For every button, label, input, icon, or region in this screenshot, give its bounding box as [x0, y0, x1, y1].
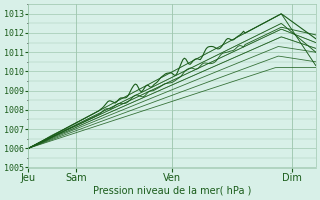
X-axis label: Pression niveau de la mer( hPa ): Pression niveau de la mer( hPa )	[93, 186, 251, 196]
